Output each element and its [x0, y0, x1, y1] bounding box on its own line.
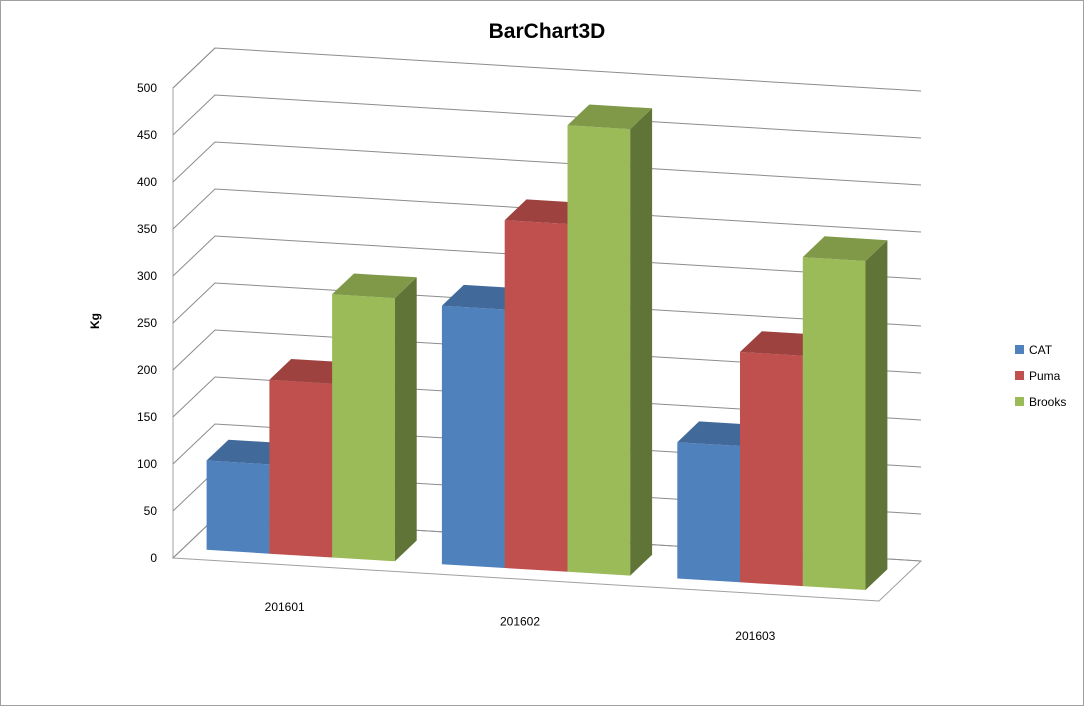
- y-axis-label: Kg: [88, 313, 102, 329]
- bar-front-face: [504, 220, 568, 572]
- gridline: [172, 282, 922, 327]
- gridline: [172, 47, 922, 92]
- y-tick-label: 50: [144, 504, 158, 518]
- bar-top-face: [567, 104, 653, 130]
- y-tick-labels: 0 50 100 150 200 250 300 350 400 450 500: [137, 81, 157, 565]
- y-tick-label: 300: [137, 269, 157, 283]
- gridline: [172, 94, 922, 139]
- bar-brooks-201602: [567, 104, 653, 576]
- bar-front-face: [332, 294, 395, 562]
- gridline: [172, 141, 922, 186]
- y-tick-label: 350: [137, 222, 157, 236]
- bar-side-face: [394, 277, 417, 562]
- y-tick-label: 200: [137, 363, 157, 377]
- y-tick-label: 100: [137, 457, 157, 471]
- chart-title: BarChart3D: [489, 20, 606, 43]
- y-tick-label: 400: [137, 175, 157, 189]
- gridline: [172, 188, 922, 233]
- y-tick-label: 250: [137, 316, 157, 330]
- legend-swatch: [1015, 397, 1024, 406]
- bar-brooks-201601: [332, 273, 417, 562]
- y-tick-label: 150: [137, 410, 157, 424]
- gridline: [172, 235, 922, 280]
- category-label: 201602: [500, 615, 540, 629]
- legend-swatch: [1015, 345, 1024, 354]
- bar-front-face: [206, 460, 270, 554]
- bar-side-face: [865, 240, 888, 590]
- legend-item-puma: Puma: [1015, 369, 1061, 383]
- legend-swatch: [1015, 371, 1024, 380]
- category-label: 201601: [265, 600, 305, 614]
- legend-item-brooks: Brooks: [1015, 395, 1066, 409]
- bar-front-face: [567, 125, 631, 576]
- bar-top-face: [802, 236, 888, 261]
- legend-label: CAT: [1029, 343, 1053, 357]
- gridline: [172, 376, 922, 421]
- bar-side-face: [630, 108, 653, 576]
- bar-top-face: [332, 273, 417, 299]
- bar-brooks-201603: [802, 236, 888, 590]
- bar-front-face: [441, 305, 505, 568]
- category-label: 201603: [735, 629, 775, 643]
- legend: CAT Puma Brooks: [1015, 343, 1066, 409]
- bar-front-face: [677, 442, 740, 583]
- bar-front-face: [740, 352, 803, 587]
- y-tick-label: 0: [150, 551, 157, 565]
- y-tick-label: 500: [137, 81, 157, 95]
- legend-label: Puma: [1029, 369, 1061, 383]
- bar-front-face: [269, 379, 333, 558]
- bar-front-face: [802, 257, 866, 590]
- legend-label: Brooks: [1029, 395, 1066, 409]
- gridline: [172, 329, 922, 374]
- legend-item-cat: CAT: [1015, 343, 1053, 357]
- bars: [206, 104, 888, 590]
- y-tick-label: 450: [137, 128, 157, 142]
- category-labels: 201601 201602 201603: [265, 600, 776, 643]
